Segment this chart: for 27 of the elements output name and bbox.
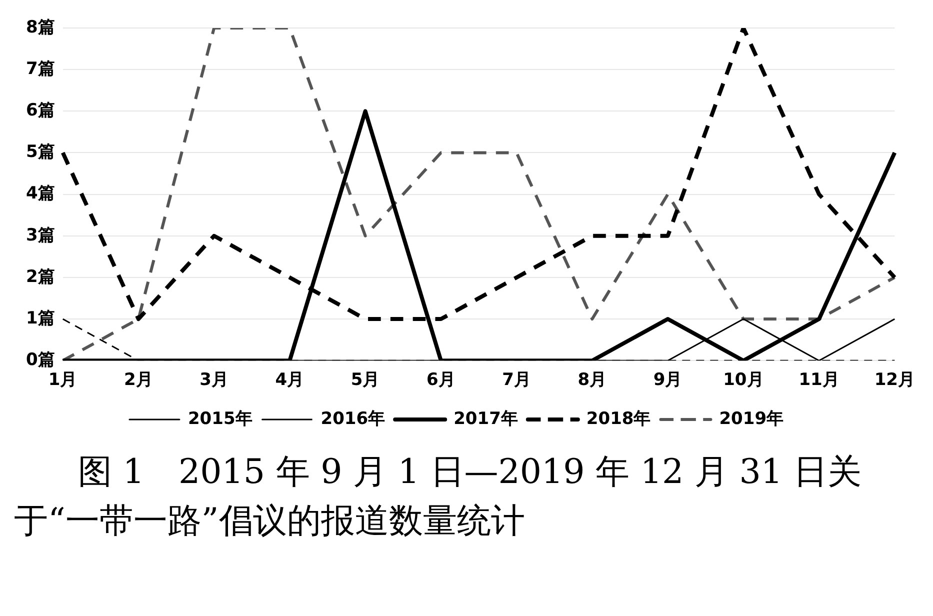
x-tick-label: 9月	[653, 370, 682, 390]
legend-label: 2019年	[719, 408, 784, 429]
x-tick-label: 2月	[124, 370, 153, 390]
x-tick-label: 12月	[874, 370, 916, 390]
x-tick-label: 7月	[502, 370, 531, 390]
legend-label: 2017年	[454, 408, 518, 429]
x-tick-label: 4月	[275, 370, 304, 390]
x-tick-label: 6月	[426, 370, 456, 390]
x-tick-label: 11月	[798, 370, 840, 390]
legend-label: 2015年	[188, 408, 252, 429]
caption: 图 1 2015 年 9 月 1 日—2019 年 12 月 31 日关于“一带一路”倡议的报道数量统计	[13, 451, 862, 544]
y-tick-label: 4篇	[26, 184, 55, 204]
x-tick-label: 3月	[200, 370, 228, 390]
y-tick-label: 2篇	[26, 266, 55, 287]
legend-label: 2018年	[586, 408, 651, 429]
x-tick-label: 5月	[350, 370, 380, 390]
y-tick-label: 5篇	[26, 142, 55, 162]
y-tick-label: 3篇	[26, 225, 55, 246]
y-tick-label: 0篇	[26, 350, 55, 370]
x-tick-label: 10月	[723, 370, 764, 390]
y-tick-label: 7篇	[26, 58, 55, 79]
y-tick-label: 8篇	[26, 17, 55, 38]
y-tick-label: 1篇	[26, 308, 55, 328]
x-tick-label: 8月	[578, 370, 607, 390]
x-tick-label: 1月	[48, 370, 78, 390]
y-tick-label: 6篇	[26, 100, 55, 121]
legend-label: 2016年	[320, 408, 386, 429]
